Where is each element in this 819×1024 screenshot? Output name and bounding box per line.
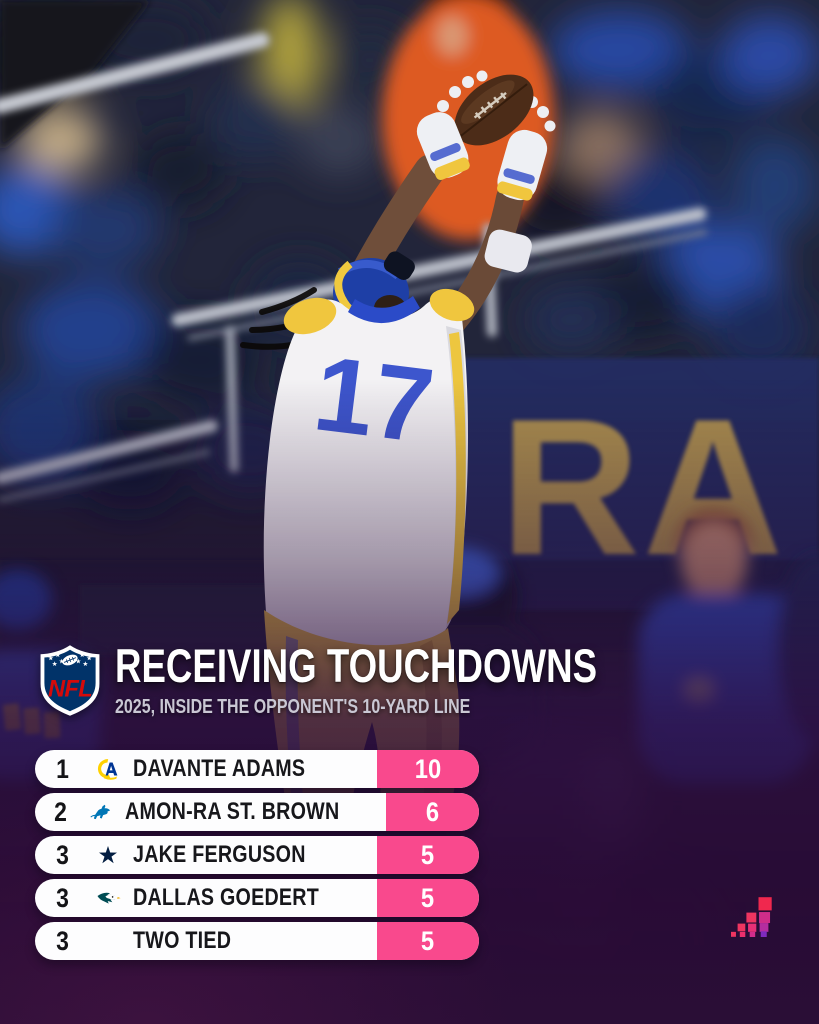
table-row: 2 AMON-RA ST. BROWN 6 bbox=[35, 793, 479, 831]
value-label: 6 bbox=[426, 796, 440, 827]
rank-label: 3 bbox=[56, 883, 70, 913]
rank-label: 3 bbox=[56, 840, 70, 870]
rank-label: 1 bbox=[56, 754, 70, 784]
title-block: RECEIVING TOUCHDOWNS 2025, INSIDE THE OP… bbox=[115, 639, 733, 719]
player-name: DAVANTE ADAMS bbox=[133, 755, 306, 782]
value-badge: 6 bbox=[386, 793, 479, 831]
value-label: 5 bbox=[421, 882, 435, 913]
nfl-shield-icon: NFL bbox=[40, 645, 100, 716]
lions-logo-icon bbox=[86, 799, 116, 825]
page-subtitle: 2025, INSIDE THE OPPONENT'S 10-YARD LINE bbox=[115, 695, 471, 718]
value-label: 5 bbox=[421, 839, 435, 870]
table-row: 3 TWO TIED 5 bbox=[35, 922, 479, 960]
eagles-logo-icon bbox=[91, 885, 124, 911]
value-badge: 5 bbox=[377, 836, 479, 874]
rams-logo-icon bbox=[91, 756, 124, 782]
nfl-wordmark: NFL bbox=[48, 677, 92, 703]
table-row: 3 DALLAS GOEDERT 5 bbox=[35, 879, 479, 917]
player-name: TWO TIED bbox=[133, 927, 232, 954]
player-name: JAKE FERGUSON bbox=[133, 841, 306, 868]
table-row: 1 DAVANTE ADAMS 10 bbox=[35, 750, 479, 788]
value-label: 5 bbox=[421, 925, 435, 956]
header: NFL RECEIVING TOUCHDOWNS 2025, INSIDE TH… bbox=[38, 639, 733, 719]
rank-label: 3 bbox=[56, 926, 70, 956]
empty-logo-spacer bbox=[91, 928, 124, 954]
player-name: DALLAS GOEDERT bbox=[133, 884, 320, 911]
value-badge: 10 bbox=[377, 750, 479, 788]
pixel-steps-logo-icon bbox=[731, 897, 772, 937]
leaderboard: 1 DAVANTE ADAMS 10 2 AMON-RA ST. BROWN 6 bbox=[35, 750, 479, 965]
value-label: 10 bbox=[414, 753, 442, 784]
cowboys-logo-icon bbox=[91, 842, 124, 868]
value-badge: 5 bbox=[377, 922, 479, 960]
value-badge: 5 bbox=[377, 879, 479, 917]
table-row: 3 JAKE FERGUSON 5 bbox=[35, 836, 479, 874]
jersey-number: 17 bbox=[308, 334, 439, 465]
player-name: AMON-RA ST. BROWN bbox=[124, 798, 340, 825]
page-title: RECEIVING TOUCHDOWNS bbox=[115, 639, 598, 692]
rank-label: 2 bbox=[54, 797, 67, 827]
